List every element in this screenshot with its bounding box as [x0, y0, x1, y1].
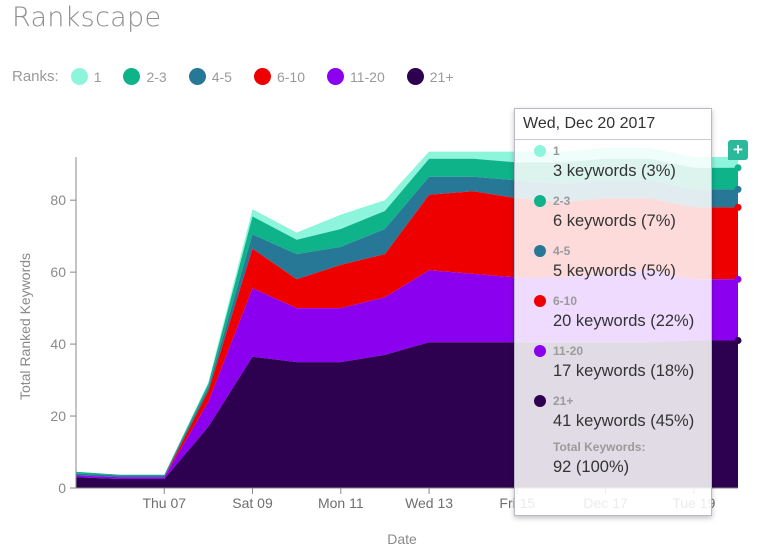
tooltip-dot-4-5 [534, 245, 546, 257]
tooltip-dot-11-20 [534, 345, 546, 357]
legend-swatch-2-3 [123, 68, 141, 85]
y-tick-label: 40 [50, 336, 66, 352]
tooltip-item-1: 1 3 keywords (3%) [515, 140, 711, 190]
rank-legend: Ranks: 1 2-3 4-5 6-10 11-20 21+ [12, 68, 476, 85]
tooltip-rank: 4-5 [553, 244, 571, 258]
tooltip-dot-1 [534, 145, 546, 157]
legend-label: Ranks: [12, 68, 59, 85]
x-axis-title: Date [387, 531, 417, 547]
legend-item-label: 4-5 [211, 68, 232, 85]
legend-swatch-1 [70, 68, 88, 85]
legend-item-label: 1 [93, 68, 102, 85]
tooltip-dot-21-plus [534, 395, 546, 407]
tooltip-rank: 1 [553, 144, 560, 158]
tooltip-dot-6-10 [534, 295, 546, 307]
legend-swatch-21-plus [406, 68, 424, 85]
tooltip-rank: 11-20 [553, 344, 584, 358]
tooltip-count: 17 keywords (18%) [553, 362, 695, 380]
app-title: Rankscape [12, 2, 162, 33]
tooltip-rank: 2-3 [553, 194, 571, 208]
tooltip-total-label: Total Keywords: [553, 440, 646, 454]
tooltip-count: 20 keywords (22%) [553, 312, 695, 330]
legend-item-4-5[interactable]: 4-5 [188, 68, 232, 85]
x-tick-label: Wed 13 [405, 495, 453, 511]
tooltip-count: 6 keywords (7%) [553, 212, 676, 230]
data-tooltip: Wed, Dec 20 2017 1 3 keywords (3%) 2-3 6… [514, 108, 712, 516]
tooltip-item-11-20: 11-20 17 keywords (18%) [515, 340, 711, 390]
legend-item-11-20[interactable]: 11-20 [326, 68, 385, 85]
legend-swatch-6-10 [253, 68, 271, 85]
legend-item-label: 21+ [429, 68, 454, 85]
tooltip-date: Wed, Dec 20 2017 [515, 109, 711, 140]
legend-swatch-4-5 [188, 68, 206, 85]
y-tick-label: 0 [58, 480, 66, 496]
tooltip-dot-2-3 [534, 195, 546, 207]
point-2-3 [734, 164, 742, 172]
tooltip-rank: 6-10 [553, 294, 578, 308]
point-11-20 [734, 275, 742, 283]
tooltip-count: 3 keywords (3%) [553, 162, 676, 180]
tooltip-count: 5 keywords (5%) [553, 262, 676, 280]
y-axis-title: Total Ranked Keywords [17, 253, 33, 400]
legend-item-label: 2-3 [146, 68, 167, 85]
tooltip-rank: 21+ [553, 394, 574, 408]
y-tick-label: 60 [50, 264, 66, 280]
point-4-5 [734, 185, 742, 193]
tooltip-item-6-10: 6-10 20 keywords (22%) [515, 290, 711, 340]
legend-item-21-plus[interactable]: 21+ [406, 68, 454, 85]
x-tick-label: Sat 09 [232, 495, 273, 511]
legend-item-label: 6-10 [276, 68, 305, 85]
legend-item-label: 11-20 [349, 68, 385, 85]
x-tick-label: Mon 11 [318, 495, 364, 511]
y-tick-label: 20 [50, 408, 66, 424]
tooltip-total-value: 92 (100%) [553, 458, 630, 476]
legend-item-6-10[interactable]: 6-10 [253, 68, 305, 85]
legend-swatch-11-20 [326, 68, 344, 85]
tooltip-item-4-5: 4-5 5 keywords (5%) [515, 240, 711, 290]
add-annotation-button[interactable]: + [728, 140, 748, 160]
tooltip-count: 41 keywords (45%) [553, 412, 695, 430]
legend-item-2-3[interactable]: 2-3 [123, 68, 167, 85]
x-tick-label: Thu 07 [142, 495, 186, 511]
point-6-10 [734, 203, 742, 211]
point-21-plus [734, 336, 742, 344]
legend-item-1[interactable]: 1 [70, 68, 102, 85]
y-tick-label: 80 [50, 192, 66, 208]
tooltip-item-2-3: 2-3 6 keywords (7%) [515, 190, 711, 240]
tooltip-item-21-plus: 21+ 41 keywords (45%) [515, 390, 711, 440]
